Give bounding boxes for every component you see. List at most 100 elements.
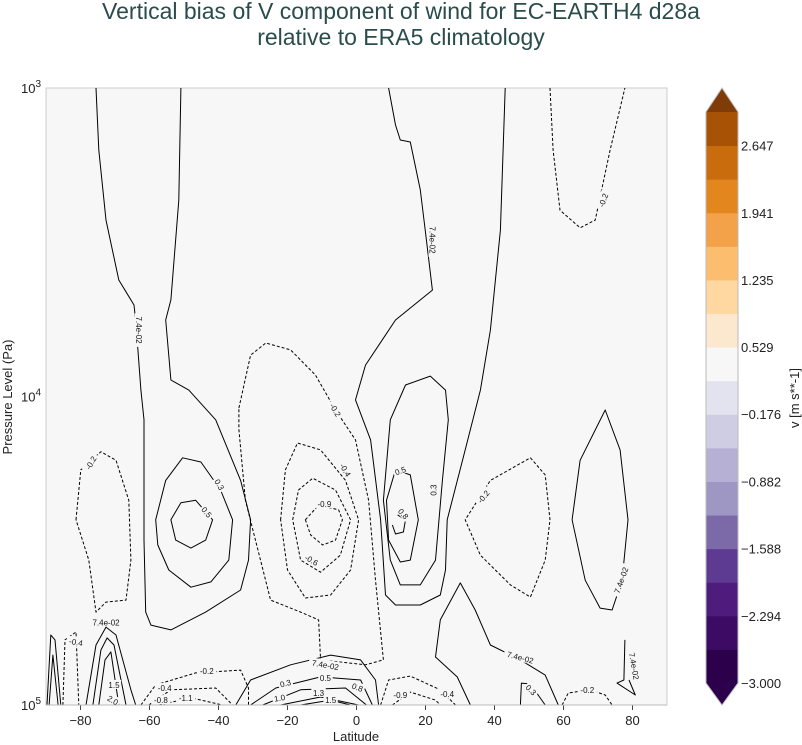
contour-label-bg [176, 692, 196, 702]
contour-line [46, 634, 62, 706]
contour-label-bg [428, 223, 438, 257]
contour-label-bg [577, 684, 597, 694]
contour-label-bg [428, 482, 438, 498]
contour-line [98, 651, 120, 706]
y-tick-base: 10 [21, 81, 35, 96]
colorbar: −3.000 −2.294 −1.588 −0.882 −0.176 0.529 1.235… [705, 87, 781, 706]
x-tick-label: −40 [207, 713, 229, 728]
contour-line [571, 409, 629, 611]
colorbar-segment [706, 649, 738, 684]
contour-line [155, 457, 234, 588]
contour-label: -0.9 [393, 691, 407, 700]
x-axis: −80 −60 −40 −20 0 20 40 60 80 [46, 704, 667, 728]
contour-label: 1.5 [325, 696, 337, 705]
contour-line [85, 626, 137, 706]
colorbar-extend-min [706, 683, 738, 705]
x-tick-label: 80 [625, 713, 639, 728]
colorbar-label: v [m s**-1] [787, 368, 802, 428]
colorbar-tick-label: −1.588 [741, 542, 781, 557]
contour-label-bg [610, 562, 631, 598]
colorbar-tick-label: 0.529 [741, 340, 774, 355]
contour-label: -0.2 [200, 667, 214, 676]
contour-label-bg [134, 313, 144, 347]
contour-label-bg [106, 679, 122, 689]
colorbar-tick-label: −2.294 [741, 609, 781, 624]
contour-label-bg [349, 680, 367, 694]
colorbar-segment [706, 179, 738, 214]
contour-line [382, 375, 449, 586]
colorbar-outline [705, 87, 739, 706]
colorbar-segment [706, 347, 738, 382]
contour-line [235, 654, 380, 706]
contour-line [380, 675, 456, 706]
y-axis-label: Pressure Level (Pa) [0, 340, 15, 455]
contour-label-bg [337, 459, 355, 481]
contour-label-bg [503, 648, 538, 666]
colorbar-segment [706, 548, 738, 583]
contour-line [62, 631, 80, 706]
colorbar-tick-label: 2.647 [741, 139, 774, 154]
x-tick-label: 20 [418, 713, 432, 728]
contour-label-bg [65, 635, 87, 648]
contour-label-bg [301, 550, 323, 569]
colorbar-extend-max [706, 88, 738, 112]
contour-lines [46, 87, 636, 706]
contour-label: 0.5 [394, 465, 408, 477]
contour-label-bg [395, 505, 412, 522]
contour-label: 7.4e-02 [427, 226, 436, 254]
contour-line [616, 639, 636, 696]
y-tick-base: 10 [21, 390, 35, 405]
colorbar-segment [706, 313, 738, 348]
contour-label-bg [212, 475, 228, 493]
contour-line [75, 451, 132, 613]
contour-line [140, 669, 249, 706]
contour-label-bg [311, 687, 326, 697]
y-tick-label: 104 [21, 388, 41, 405]
contour-line [95, 87, 252, 631]
colorbar-tick-label: −3.000 [741, 676, 781, 691]
chart-title-line-1: Vertical bias of V component of wind for… [102, 0, 700, 24]
y-tick-exponent: 4 [35, 388, 41, 399]
contour-label: -0.8 [154, 696, 168, 705]
contour-label: 1.0 [273, 693, 286, 704]
chart-title-line-2: relative to ERA5 climatology [257, 24, 545, 50]
contour-line [292, 477, 352, 573]
contour-label-bg [308, 656, 343, 672]
contour-label: -1.1 [179, 694, 193, 703]
colorbar-segment [706, 380, 738, 415]
y-tick-label: 103 [21, 79, 41, 96]
contour-label-bg [391, 463, 409, 477]
contour-label: 7.4e-02 [92, 618, 120, 627]
x-tick-label: −80 [69, 713, 91, 728]
y-tick-exponent: 5 [35, 696, 41, 707]
colorbar-segment [706, 414, 738, 449]
colorbar-tick-label: −0.882 [741, 474, 781, 489]
x-tick-label: −20 [276, 713, 298, 728]
contour-labels: 7.4e-027.4e-02-0.2-0.2-0.4-0.9-0.60.30.5… [65, 189, 643, 707]
contour-label: 1.3 [313, 689, 325, 698]
contour-label-bg [323, 695, 338, 705]
colorbar-segment [706, 615, 738, 650]
contour-label: -0.2 [580, 686, 594, 695]
contour-label-bg [197, 665, 217, 675]
x-tick-label: 60 [556, 713, 570, 728]
contour-line [435, 582, 559, 706]
contour-label-bg [627, 648, 643, 684]
contour-line [355, 87, 506, 606]
x-tick-label: 40 [487, 713, 501, 728]
contour-label: 0.8 [351, 682, 365, 694]
contour-label-bg [271, 691, 288, 704]
contour-line [519, 682, 546, 706]
colorbar-tick-label: −0.176 [741, 407, 781, 422]
contour-label-bg [473, 485, 493, 507]
contour-label: 0.3 [429, 484, 438, 496]
contour-label-bg [318, 672, 333, 682]
colorbar-segment [706, 112, 738, 147]
contour-line [280, 696, 359, 706]
y-tick-label: 105 [21, 696, 41, 713]
colorbar-segment [706, 145, 738, 180]
colorbar-tick-label: 1.235 [741, 273, 774, 288]
contour-label: -0.9 [318, 500, 332, 509]
